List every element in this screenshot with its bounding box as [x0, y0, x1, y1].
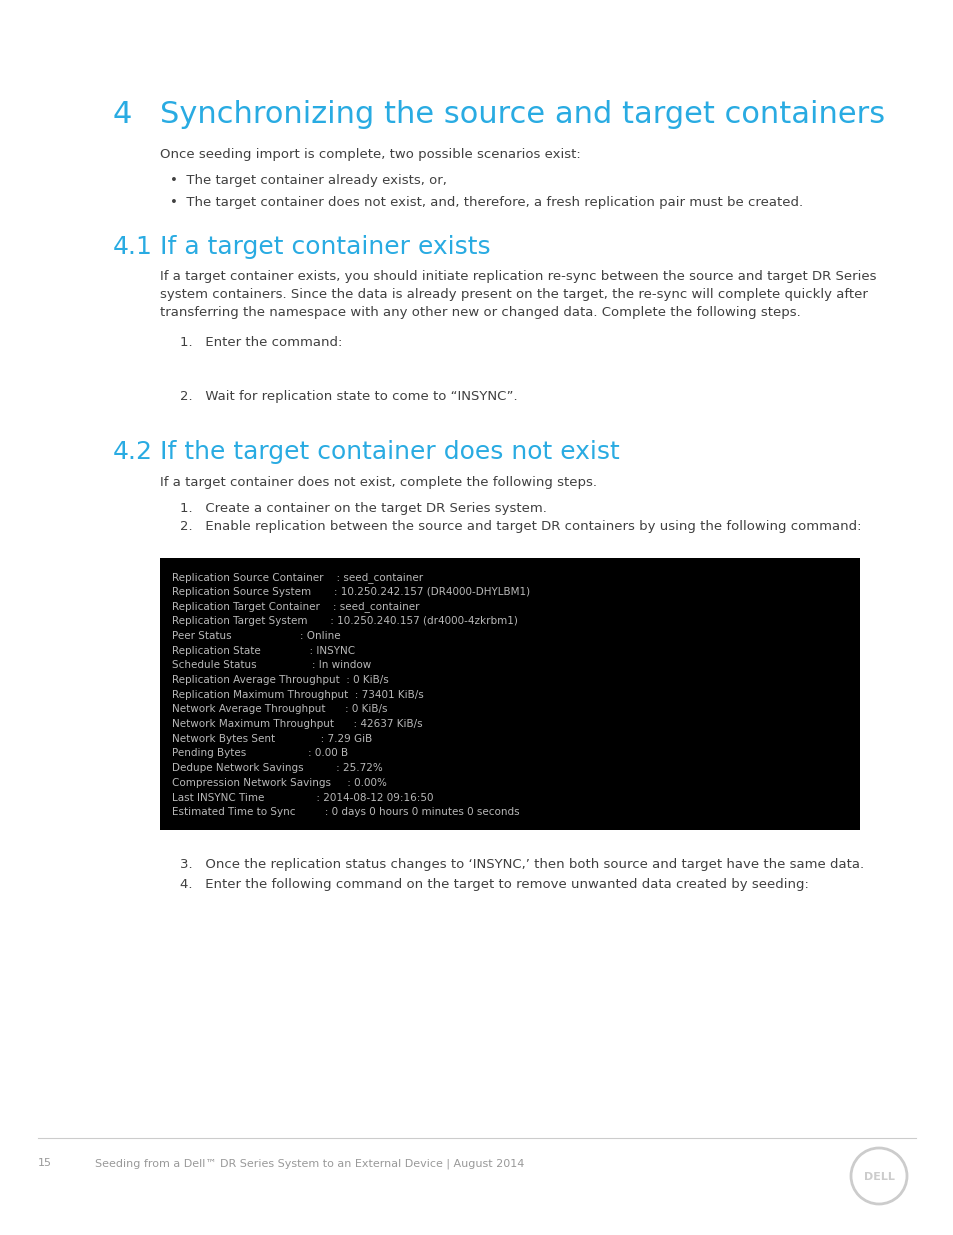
Text: DELL: DELL — [862, 1172, 894, 1182]
Text: 4: 4 — [112, 100, 132, 128]
Text: 4.1: 4.1 — [112, 235, 152, 259]
Text: If a target container exists, you should initiate replication re-sync between th: If a target container exists, you should… — [160, 270, 876, 283]
Text: Replication Average Throughput  : 0 KiB/s: Replication Average Throughput : 0 KiB/s — [172, 676, 388, 685]
Text: Peer Status                     : Online: Peer Status : Online — [172, 631, 340, 641]
Text: Replication State               : INSYNC: Replication State : INSYNC — [172, 646, 355, 656]
Text: Replication Source System       : 10.250.242.157 (DR4000-DHYLBM1): Replication Source System : 10.250.242.1… — [172, 587, 530, 597]
Text: •  The target container already exists, or,: • The target container already exists, o… — [170, 174, 446, 186]
Text: Last INSYNC Time                : 2014-08-12 09:16:50: Last INSYNC Time : 2014-08-12 09:16:50 — [172, 793, 433, 803]
Text: Pending Bytes                   : 0.00 B: Pending Bytes : 0.00 B — [172, 748, 348, 758]
Text: 2.   Wait for replication state to come to “INSYNC”.: 2. Wait for replication state to come to… — [180, 390, 517, 403]
Text: •  The target container does not exist, and, therefore, a fresh replication pair: • The target container does not exist, a… — [170, 196, 802, 209]
Text: Dedupe Network Savings          : 25.72%: Dedupe Network Savings : 25.72% — [172, 763, 382, 773]
Text: Compression Network Savings     : 0.00%: Compression Network Savings : 0.00% — [172, 778, 387, 788]
Text: 15: 15 — [38, 1158, 52, 1168]
Text: 4.   Enter the following command on the target to remove unwanted data created b: 4. Enter the following command on the ta… — [180, 878, 808, 890]
Text: If a target container does not exist, complete the following steps.: If a target container does not exist, co… — [160, 475, 597, 489]
Text: Network Average Throughput      : 0 KiB/s: Network Average Throughput : 0 KiB/s — [172, 704, 387, 714]
Text: Seeding from a Dell™ DR Series System to an External Device | August 2014: Seeding from a Dell™ DR Series System to… — [95, 1158, 524, 1168]
Text: transferring the namespace with any other new or changed data. Complete the foll: transferring the namespace with any othe… — [160, 306, 800, 319]
Text: Network Bytes Sent              : 7.29 GiB: Network Bytes Sent : 7.29 GiB — [172, 734, 372, 743]
Text: Replication Maximum Throughput  : 73401 KiB/s: Replication Maximum Throughput : 73401 K… — [172, 689, 423, 700]
Text: 1.   Enter the command:: 1. Enter the command: — [180, 336, 342, 350]
Text: Network Maximum Throughput      : 42637 KiB/s: Network Maximum Throughput : 42637 KiB/s — [172, 719, 422, 729]
Text: Replication Target Container    : seed_container: Replication Target Container : seed_cont… — [172, 601, 419, 613]
Text: If the target container does not exist: If the target container does not exist — [160, 440, 619, 464]
Text: 2.   Enable replication between the source and target DR containers by using the: 2. Enable replication between the source… — [180, 520, 861, 534]
Text: Replication Target System       : 10.250.240.157 (dr4000-4zkrbm1): Replication Target System : 10.250.240.1… — [172, 616, 517, 626]
Text: 3.   Once the replication status changes to ‘INSYNC,’ then both source and targe: 3. Once the replication status changes t… — [180, 858, 863, 871]
Text: Replication Source Container    : seed_container: Replication Source Container : seed_cont… — [172, 572, 423, 583]
Text: If a target container exists: If a target container exists — [160, 235, 490, 259]
Text: Schedule Status                 : In window: Schedule Status : In window — [172, 661, 371, 671]
Text: Once seeding import is complete, two possible scenarios exist:: Once seeding import is complete, two pos… — [160, 148, 580, 161]
Text: 1.   Create a container on the target DR Series system.: 1. Create a container on the target DR S… — [180, 501, 546, 515]
FancyBboxPatch shape — [160, 558, 859, 830]
Text: Synchronizing the source and target containers: Synchronizing the source and target cont… — [160, 100, 884, 128]
Text: Estimated Time to Sync         : 0 days 0 hours 0 minutes 0 seconds: Estimated Time to Sync : 0 days 0 hours … — [172, 808, 519, 818]
Text: 4.2: 4.2 — [112, 440, 152, 464]
Text: system containers. Since the data is already present on the target, the re-sync : system containers. Since the data is alr… — [160, 288, 867, 301]
